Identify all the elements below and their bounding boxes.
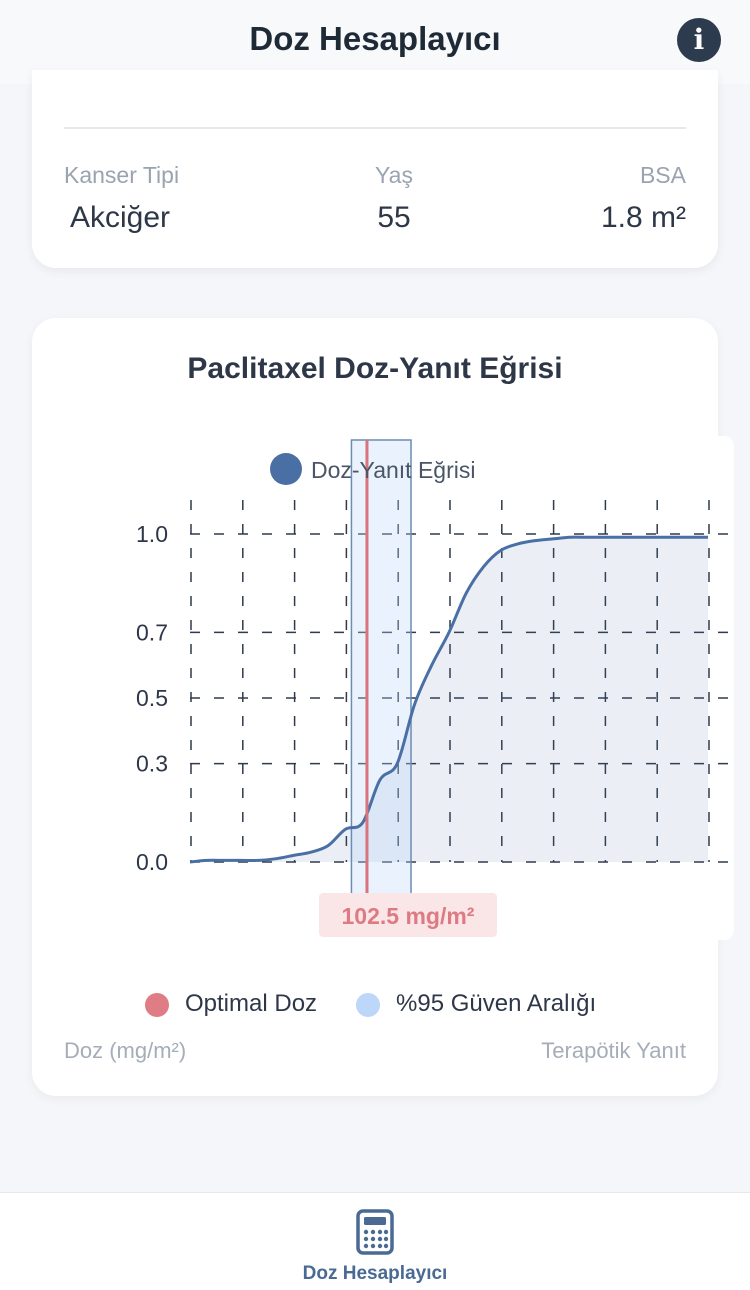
bsa-stat: BSA 1.8 m² xyxy=(601,162,686,235)
optimal-dose-badge xyxy=(319,893,497,937)
x-axis-label: Doz (mg/m²) xyxy=(64,1038,187,1063)
age-label: Yaş xyxy=(375,162,413,188)
chart-panel xyxy=(700,436,734,940)
y-tick-label: 0.3 xyxy=(136,751,168,777)
age-value: 55 xyxy=(377,201,411,234)
patient-card: Kanser Tipi Akciğer Yaş 55 BSA 1.8 m² xyxy=(32,70,718,268)
y-tick-label: 1.0 xyxy=(136,521,168,547)
bsa-label: BSA xyxy=(639,162,686,188)
cancer-type-label: Kanser Tipi xyxy=(64,162,180,188)
cancer-type-stat: Kanser Tipi Akciğer xyxy=(64,162,179,235)
y-tick-label: 0.0 xyxy=(136,849,168,875)
series-line xyxy=(189,535,708,864)
chart-card: Paclitaxel Doz-Yanıt Eğrisi xyxy=(32,318,718,1096)
tab-dose-calculator[interactable]: Doz Hesaplayıcı xyxy=(275,1193,475,1290)
confidence-legend-label: %95 Güven Aralığı xyxy=(396,990,597,1017)
age-stat: Yaş 55 xyxy=(332,162,456,235)
chart-title: Paclitaxel Doz-Yanıt Eğrisi xyxy=(187,352,563,385)
optimal-dose-legend-dot xyxy=(145,993,169,1017)
confidence-band xyxy=(350,439,412,899)
divider xyxy=(64,127,686,129)
cancer-type-value: Akciğer xyxy=(70,201,171,234)
series-legend-label: Doz-Yanıt Eğrisi xyxy=(311,457,475,483)
y-axis-label: Terapötik Yanıt xyxy=(541,1038,686,1063)
series-area-fill xyxy=(190,537,708,862)
page-title: Doz Hesaplayıcı xyxy=(249,20,501,57)
y-tick-label: 0.7 xyxy=(136,619,168,645)
optimal-dose-label: 102.5 mg/m² xyxy=(342,903,475,929)
bsa-value: 1.8 m² xyxy=(600,201,686,234)
y-tick-label: 0.5 xyxy=(136,685,168,711)
calculator-icon xyxy=(356,1209,394,1255)
tab-label: Doz Hesaplayıcı xyxy=(302,1263,448,1284)
tab-bar: Doz Hesaplayıcı xyxy=(0,1192,750,1290)
series-legend-dot xyxy=(270,453,302,485)
optimal-dose-legend-label: Optimal Doz xyxy=(185,990,318,1017)
info-icon[interactable]: i xyxy=(677,18,721,62)
confidence-legend-dot xyxy=(356,993,380,1017)
